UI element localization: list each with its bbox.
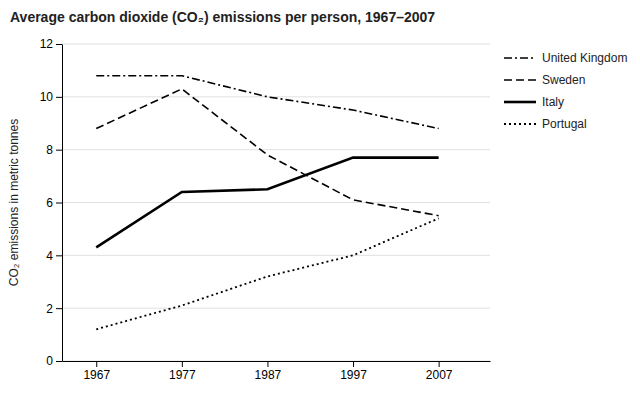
- tick-label: 1997: [340, 368, 367, 382]
- legend: United Kingdom Sweden Italy Portugal: [504, 51, 627, 131]
- grid-line: [62, 202, 490, 203]
- line: [96, 158, 438, 248]
- legend-item: United Kingdom: [504, 51, 627, 65]
- tick: 2007: [426, 361, 453, 382]
- line: [96, 218, 438, 329]
- tick-label: 12: [40, 37, 54, 51]
- tick: 1987: [255, 361, 282, 382]
- grid-line: [62, 308, 490, 309]
- tick: 8: [46, 143, 62, 157]
- tick-label: 4: [46, 249, 53, 263]
- legend-label: United Kingdom: [542, 51, 627, 65]
- tick-mark: [353, 361, 354, 367]
- tick: 0: [46, 354, 62, 368]
- tick-mark: [96, 361, 97, 367]
- tick: 10: [40, 90, 62, 104]
- tick-mark: [56, 308, 62, 309]
- tick-mark: [56, 361, 62, 362]
- tick: 4: [46, 249, 62, 263]
- line: [96, 89, 438, 216]
- axis-line: [62, 45, 63, 362]
- tick-mark: [56, 150, 62, 151]
- line: [96, 76, 438, 129]
- tick: 2: [46, 302, 62, 316]
- tick: 1997: [340, 361, 367, 382]
- legend-swatch: [504, 79, 536, 81]
- tick-mark: [182, 361, 183, 367]
- axis-title: CO₂ emissions in metric tonnes: [7, 119, 21, 286]
- tick: 1967: [83, 361, 110, 382]
- tick-label: 6: [46, 196, 53, 210]
- grid-line: [62, 361, 490, 362]
- legend-item: Sweden: [504, 73, 585, 87]
- tick: 6: [46, 196, 62, 210]
- grid-line: [62, 44, 490, 45]
- legend-swatch: [504, 101, 536, 104]
- grid: [62, 44, 490, 361]
- y-axis: 0 2 4 6 8 10 12: [40, 37, 63, 368]
- tick-label: 2: [46, 302, 53, 316]
- tick-label: 1987: [255, 368, 282, 382]
- legend-swatch: [504, 123, 536, 125]
- axis-line: [63, 361, 491, 362]
- tick-mark: [56, 255, 62, 256]
- tick-label: 10: [40, 90, 54, 104]
- chart: 1967 1977 1987 1997 2007 0 2 4 6 8 10 12 Average car…: [0, 0, 640, 397]
- tick-label: 8: [46, 143, 53, 157]
- legend-item: Italy: [504, 95, 564, 109]
- legend-label: Sweden: [542, 73, 585, 87]
- lines: [96, 76, 438, 330]
- legend-label: Italy: [542, 95, 564, 109]
- x-axis: 1967 1977 1987 1997 2007: [63, 361, 491, 382]
- tick-mark: [439, 361, 440, 367]
- title: Average carbon dioxide (CO₂) emissions p…: [10, 9, 435, 25]
- legend-swatch: [504, 57, 536, 59]
- tick: 1977: [169, 361, 196, 382]
- legend-label: Portugal: [542, 117, 587, 131]
- tick-label: 1967: [83, 368, 110, 382]
- tick-mark: [56, 44, 62, 45]
- tick-mark: [56, 203, 62, 204]
- grid-line: [62, 255, 490, 256]
- tick: 12: [40, 37, 62, 51]
- grid-line: [62, 149, 490, 150]
- tick-mark: [267, 361, 268, 367]
- tick-label: 0: [46, 354, 53, 368]
- tick-mark: [56, 97, 62, 98]
- grid-line: [62, 96, 490, 97]
- tick-label: 1977: [169, 368, 196, 382]
- plot: 1967 1977 1987 1997 2007 0 2 4 6 8 10 12: [40, 37, 491, 381]
- tick-label: 2007: [426, 368, 453, 382]
- legend-item: Portugal: [504, 117, 587, 131]
